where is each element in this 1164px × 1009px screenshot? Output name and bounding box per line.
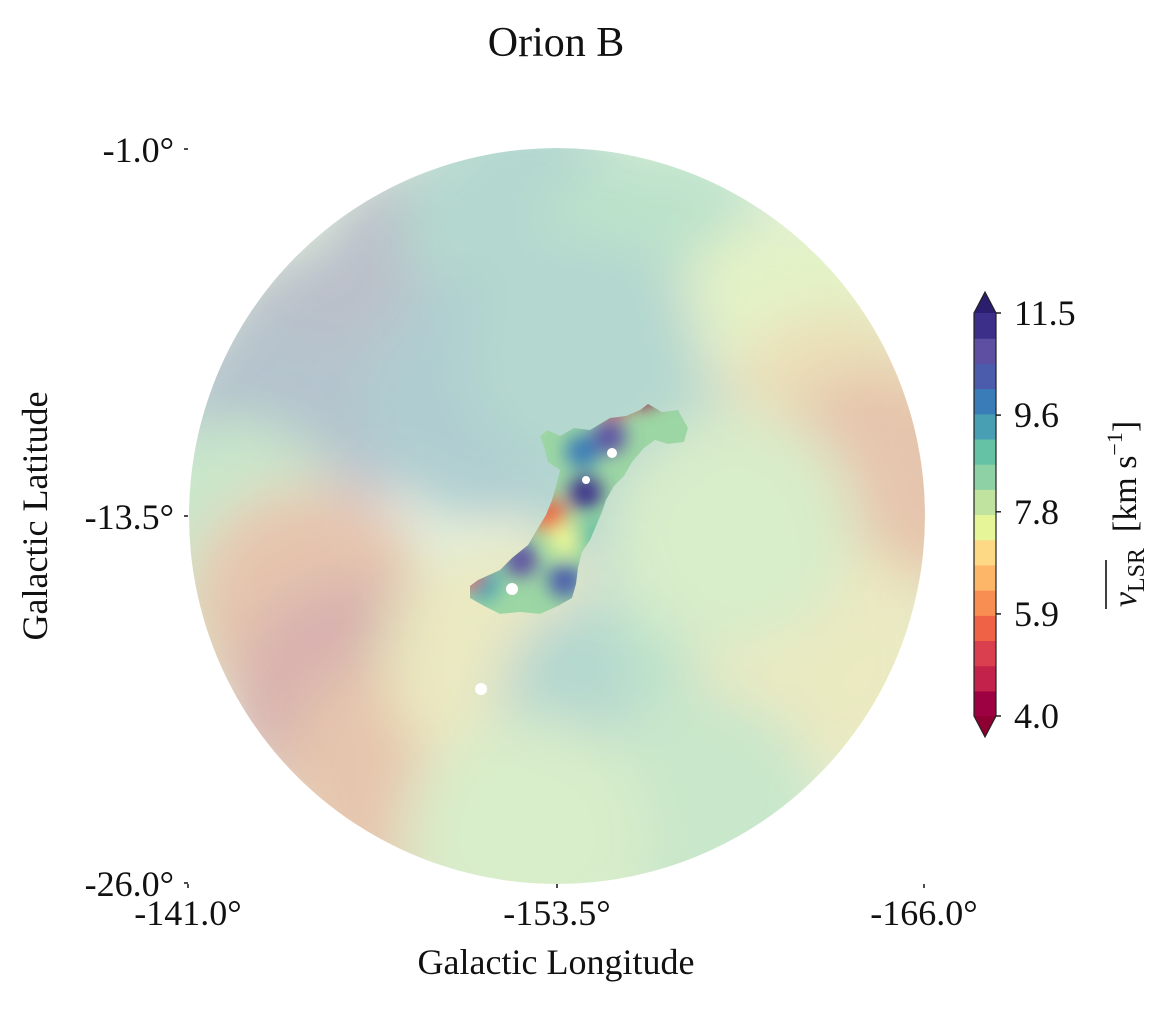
- colorbar-segment: [974, 564, 996, 591]
- colorbar-extend-max: [974, 292, 996, 313]
- y-tick-label: -13.5°: [85, 497, 174, 537]
- cloud-velocity-clump: [565, 434, 600, 469]
- colorbar-segment: [974, 514, 996, 541]
- colorbar-tick-label: 4.0: [1014, 696, 1059, 736]
- colorbar-segment: [974, 388, 996, 415]
- x-tick-label: -141.0°: [134, 893, 241, 933]
- colorbar-tick-label: 7.8: [1014, 492, 1059, 532]
- velocity-field-patch: [612, 410, 853, 651]
- y-tick-label: -26.0°: [85, 864, 174, 904]
- colorbar-segment: [974, 413, 996, 440]
- colorbar-label-subscript: LSR: [1124, 548, 1150, 592]
- colorbar-segment: [974, 590, 996, 616]
- colorbar-tick-label: 9.6: [1014, 395, 1059, 435]
- velocity-field-patch: [406, 718, 647, 884]
- chart-title: Orion B: [488, 20, 625, 66]
- colorbar-segment: [974, 690, 996, 717]
- colorbar-segment: [974, 338, 996, 364]
- x-tick-label: -166.0°: [870, 893, 977, 933]
- colorbar-segment: [974, 363, 996, 390]
- cloud-velocity-clump: [547, 522, 582, 557]
- colorbar-segment: [974, 615, 996, 642]
- colorbar-label-symbol: v: [1107, 591, 1144, 607]
- cloud-velocity-clump: [591, 419, 626, 454]
- colorbar-label-units-close: ]: [1107, 421, 1144, 432]
- x-axis-label: Galactic Longitude: [418, 942, 695, 982]
- colorbar-segment: [974, 640, 996, 667]
- colorbar-label-units: [km s: [1107, 456, 1144, 533]
- masked-hole: [475, 683, 487, 695]
- colorbar-label-units-sup: −1: [1102, 432, 1127, 455]
- axes: -1.0° -13.5° -26.0° -141.0° -153.5° -166…: [15, 130, 978, 982]
- plot-area: [189, 148, 925, 884]
- colorbar-segment: [974, 313, 996, 339]
- colorbar-tick-label: 11.5: [1014, 293, 1076, 333]
- colorbar: 4.0 5.9 7.8 9.6 11.5 vLSR [km s−1]: [973, 290, 1150, 739]
- colorbar-segment: [974, 665, 996, 692]
- cloud-gaps: [506, 448, 617, 595]
- colorbar-label: vLSR [km s−1]: [1102, 421, 1150, 609]
- cloud-velocity-clump: [568, 475, 603, 510]
- colorbar-tick-label: 5.9: [1014, 594, 1059, 634]
- colorbar-segment: [974, 539, 996, 566]
- colorbar-segment: [974, 438, 996, 465]
- colorbar-segment: [974, 489, 996, 516]
- y-axis-label: Galactic Latitude: [15, 392, 55, 641]
- colorbar-extend-min: [974, 716, 996, 737]
- y-tick-label: -1.0°: [103, 130, 174, 170]
- svg-text:vLSR[km s−1]: vLSR [km s−1]: [1102, 421, 1150, 607]
- x-tick-label: -153.5°: [503, 893, 610, 933]
- cloud-velocity-clump: [547, 563, 582, 598]
- colorbar-segment: [974, 464, 996, 490]
